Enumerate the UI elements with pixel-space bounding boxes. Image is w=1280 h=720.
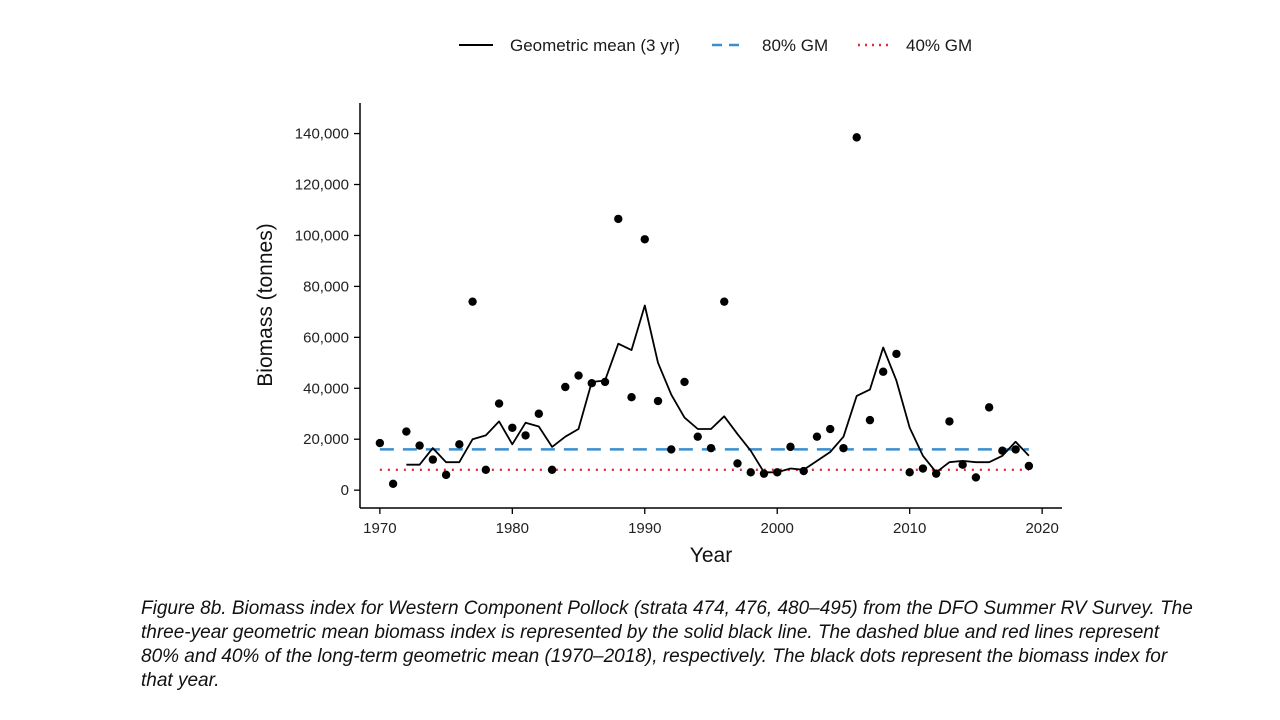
biomass-point <box>998 446 1007 455</box>
biomass-point <box>931 469 941 478</box>
biomass-point <box>905 468 914 477</box>
biomass-point <box>640 235 649 244</box>
legend-label-40-gm: 40% GM <box>906 36 972 55</box>
x-tick-label: 2000 <box>761 520 794 537</box>
biomass-point <box>627 392 636 402</box>
biomass-point <box>547 465 557 474</box>
biomass-point <box>773 468 782 477</box>
biomass-point <box>1024 461 1034 471</box>
x-tick-label: 2010 <box>893 520 926 537</box>
axes <box>359 103 1062 509</box>
biomass-point <box>441 470 451 480</box>
biomass-point <box>494 399 504 408</box>
biomass-point <box>388 479 398 489</box>
biomass-point <box>415 441 424 450</box>
biomass-point <box>733 459 742 468</box>
biomass-point <box>614 214 623 224</box>
geometric-mean-layer <box>406 304 1030 474</box>
biomass-point <box>508 423 517 432</box>
biomass-point <box>958 460 967 469</box>
biomass-point <box>720 297 729 306</box>
biomass-point <box>455 440 464 449</box>
legend-label-geometric-mean: Geometric mean (3 yr) <box>510 36 680 55</box>
biomass-point <box>746 468 755 477</box>
y-tick-label: 80,000 <box>303 278 349 295</box>
y-tick-label: 40,000 <box>303 380 349 397</box>
biomass-point <box>521 431 530 440</box>
biomass-point <box>1011 445 1020 454</box>
biomass-point <box>468 297 477 306</box>
legend-label-80-gm: 80% GM <box>762 36 828 55</box>
biomass-point <box>481 465 491 474</box>
biomass-point <box>587 378 596 388</box>
biomass-point <box>600 377 610 387</box>
x-tick-label: 2020 <box>1025 520 1058 537</box>
biomass-point <box>759 469 769 478</box>
biomass-point <box>653 396 663 406</box>
biomass-point <box>693 432 702 441</box>
legend: Geometric mean (3 yr) 80% GM 40% GM <box>459 36 972 55</box>
geometric-mean-line <box>406 304 1030 474</box>
biomass-point <box>428 455 438 464</box>
biomass-point <box>375 438 385 448</box>
biomass-point <box>680 377 689 387</box>
biomass-point <box>918 464 928 473</box>
x-tick-label: 1980 <box>496 520 529 537</box>
y-axis-title: Biomass (tonnes) <box>254 223 277 386</box>
biomass-point <box>786 442 795 452</box>
y-tick-label: 140,000 <box>295 126 349 143</box>
biomass-point <box>971 473 981 482</box>
y-tick-label: 20,000 <box>303 431 349 448</box>
figure-caption: Figure 8b. Biomass index for Western Com… <box>141 598 1193 691</box>
biomass-point <box>706 443 716 453</box>
x-tick-label: 1990 <box>628 520 661 537</box>
y-tick-label: 60,000 <box>303 329 349 346</box>
biomass-points <box>375 133 1034 489</box>
biomass-point <box>945 417 954 426</box>
biomass-point <box>892 349 901 359</box>
y-tick-label: 100,000 <box>295 227 349 244</box>
biomass-point <box>812 432 822 441</box>
biomass-point <box>574 371 583 380</box>
biomass-point <box>799 466 808 476</box>
x-axis-title: Year <box>690 544 732 567</box>
biomass-point <box>402 427 411 436</box>
biomass-chart: Geometric mean (3 yr) 80% GM 40% GM 1970… <box>254 36 1062 567</box>
biomass-point <box>839 443 848 453</box>
biomass-point <box>852 133 861 142</box>
biomass-point <box>984 403 994 412</box>
y-tick-label: 0 <box>341 482 349 499</box>
x-tick-label: 1970 <box>363 520 396 537</box>
ticks: 1970 1980 1990 2000 2010 2020 0 20,000 40,000 60,… <box>295 126 1059 537</box>
biomass-point <box>826 424 835 434</box>
y-tick-label: 120,000 <box>295 177 349 194</box>
biomass-point <box>561 382 570 392</box>
biomass-point <box>865 415 875 425</box>
biomass-point <box>667 445 676 454</box>
biomass-point <box>878 367 888 376</box>
biomass-point <box>534 409 544 418</box>
